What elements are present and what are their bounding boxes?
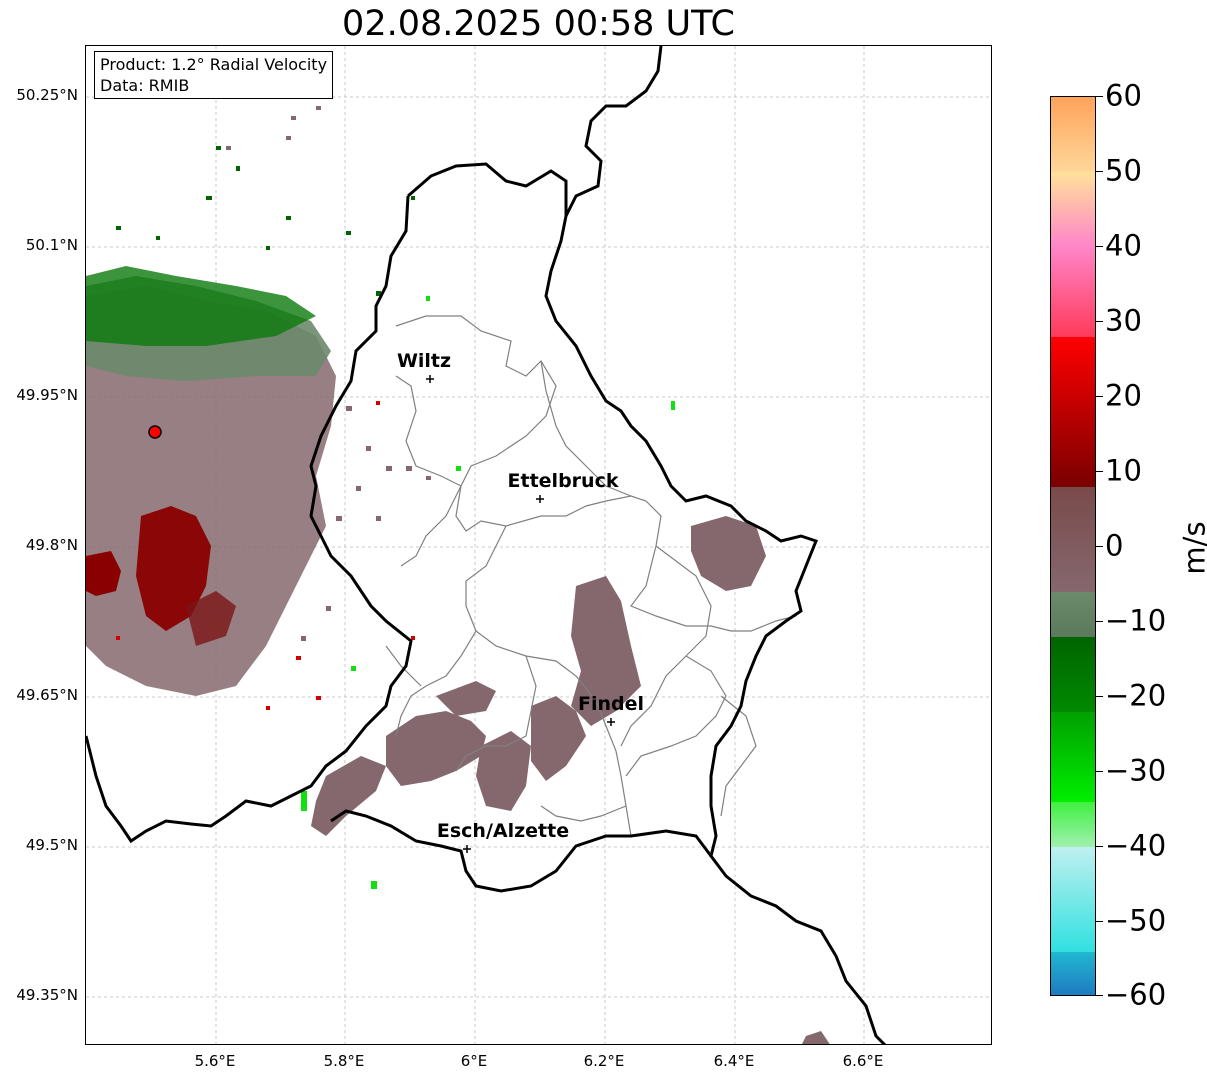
radar-map[interactable]	[85, 45, 992, 1045]
product-label: Product: 1.2° Radial Velocity	[100, 55, 328, 74]
lat-tick-label: 49.8°N	[25, 536, 78, 554]
radar-echo-mauve	[476, 731, 531, 811]
lat-tick-label: 49.65°N	[16, 686, 78, 704]
lon-tick-label: 6.6°E	[842, 1052, 884, 1070]
city-label-findel: Findel	[577, 693, 645, 715]
lon-tick-label: 6.2°E	[583, 1052, 625, 1070]
lat-tick-label: 50.1°N	[25, 236, 78, 254]
lat-tick-label: 49.5°N	[25, 836, 78, 854]
data-source-label: Data: RMIB	[100, 76, 190, 95]
city-marker	[426, 375, 434, 383]
lon-tick-label: 5.6°E	[194, 1052, 236, 1070]
lon-tick-label: 6°E	[460, 1052, 488, 1070]
lat-tick-label: 49.95°N	[16, 386, 78, 404]
radar-echo-mauve	[436, 681, 496, 716]
lon-tick-label: 6.4°E	[713, 1052, 755, 1070]
colorbar-tick-label: −40	[1105, 828, 1167, 863]
colorbar-tick-label: 50	[1105, 153, 1142, 188]
colorbar-tick-label: 0	[1105, 528, 1124, 563]
city-marker	[463, 845, 471, 853]
radar-echo-mauve	[802, 1031, 830, 1044]
colorbar-tick-label: −20	[1105, 678, 1167, 713]
colorbar	[1050, 96, 1096, 996]
radar-echo-darkred	[86, 551, 121, 596]
city-marker	[536, 495, 544, 503]
radar-echo-mauve	[386, 711, 486, 786]
radar-echo-green	[86, 266, 316, 346]
city-markers	[426, 375, 615, 853]
city-label-wiltz: Wiltz	[396, 350, 452, 372]
colorbar-tick-label: 60	[1105, 78, 1142, 113]
city-label-ettelbruck: Ettelbruck	[507, 470, 619, 492]
lat-tick-label: 49.35°N	[16, 986, 78, 1004]
lon-tick-label: 5.8°E	[323, 1052, 365, 1070]
country-borders	[86, 46, 887, 1044]
colorbar-unit-label: m/s	[1177, 521, 1207, 575]
commune-boundaries	[385, 315, 797, 837]
colorbar-tick-label: 40	[1105, 228, 1142, 263]
colorbar-tick-label: −30	[1105, 753, 1167, 788]
info-box: Product: 1.2° Radial Velocity Data: RMIB	[94, 51, 334, 99]
colorbar-tick-label: 30	[1105, 303, 1142, 338]
map-canvas	[86, 46, 991, 1044]
radar-echo-mauve	[531, 696, 586, 781]
map-title: 02.08.2025 00:58 UTC	[342, 4, 735, 44]
colorbar-tick-label: −50	[1105, 903, 1167, 938]
colorbar-tick-label: 20	[1105, 378, 1142, 413]
colorbar-tick-label: 10	[1105, 453, 1142, 488]
lat-tick-label: 50.25°N	[16, 86, 78, 104]
radar-echo-mauve	[571, 576, 641, 726]
colorbar-tick-label: −60	[1105, 977, 1167, 1012]
radar-echoes	[86, 106, 830, 1044]
city-marker	[607, 718, 615, 726]
radar-echo-darkred	[136, 506, 211, 631]
colorbar-tick-label: −10	[1105, 603, 1167, 638]
radar-echo-darkred	[186, 591, 236, 646]
radar-echo-mauve	[691, 516, 766, 591]
radar-echo-mauve	[311, 756, 386, 836]
city-label-esch-alzette: Esch/Alzette	[436, 820, 570, 842]
radar-site-marker	[148, 425, 162, 439]
